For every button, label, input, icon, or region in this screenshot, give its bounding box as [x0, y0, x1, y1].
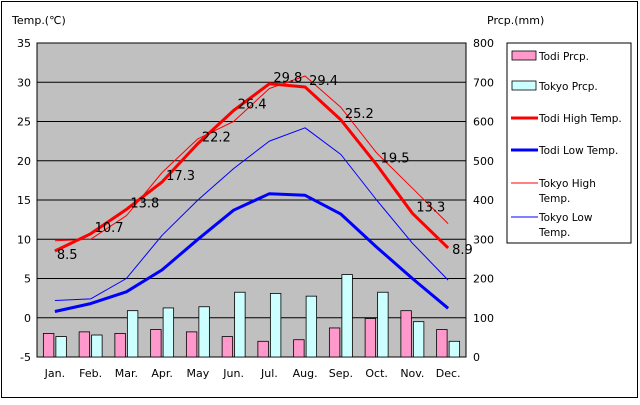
bar [448, 340, 461, 358]
right-tick-label: 0 [473, 351, 480, 364]
legend-swatch [511, 80, 537, 91]
legend-label: Todi Low Temp. [538, 145, 618, 157]
data-label: 8.9 [452, 243, 473, 258]
right-tick-label: 400 [473, 194, 494, 207]
left-tick-label: 30 [17, 76, 31, 89]
data-label: 13.8 [130, 196, 159, 211]
x-tick-label: Dec. [436, 367, 461, 380]
axes: 35 30 25 20 15 10 5 0 -5 800 700 600 500 400 300 200 100… [17, 37, 494, 380]
bar [114, 333, 126, 358]
bar [185, 331, 198, 358]
data-label: 13.3 [416, 200, 445, 215]
bar [377, 291, 389, 358]
x-tick-label: May [187, 367, 210, 380]
line-tokyo-low-temp [54, 127, 449, 301]
left-tick-label: 10 [17, 233, 31, 246]
legend-item: Todi High Temp. [511, 113, 622, 125]
right-tick-label: 200 [473, 273, 494, 286]
legend: Todi Prcp. Tokyo Prcp. Todi High Temp. Todi… [506, 42, 632, 244]
bar [269, 293, 282, 358]
bar-series-tokyo-prcp [55, 274, 461, 358]
bar [257, 340, 269, 358]
legend-label: Tokyo Prcp. [538, 81, 598, 93]
x-tick-label: Aug. [293, 367, 318, 380]
data-label: 29.4 [309, 74, 338, 89]
legend-label: Temp. [538, 193, 570, 205]
legend-item: Todi Low Temp. [511, 145, 618, 157]
x-tick-label: Apr. [151, 367, 173, 380]
legend-item: Tokyo Low Temp. [511, 212, 593, 239]
legend-swatch [511, 50, 537, 61]
data-label: 25.2 [345, 107, 374, 122]
bar [364, 318, 377, 358]
legend-label: Todi Prcp. [538, 51, 589, 63]
left-tick-label: 35 [17, 37, 31, 50]
bar [436, 329, 448, 358]
legend-label: Tokyo High [538, 178, 596, 190]
bar [150, 329, 162, 358]
legend-label: Tokyo Low [538, 212, 593, 224]
bar [412, 321, 425, 358]
data-label: 19.5 [381, 152, 410, 167]
bar [162, 307, 175, 358]
right-tick-label: 600 [473, 116, 494, 129]
legend-item: Tokyo High Temp. [511, 178, 596, 205]
x-tick-label: Jun. [222, 367, 244, 380]
bar [234, 291, 246, 358]
x-tick-label: Mar. [115, 367, 138, 380]
bar [293, 339, 305, 358]
data-labels: 8.5 10.7 13.8 17.3 22.2 26.4 29.8 29.4 25.2 19.5 1… [57, 71, 473, 263]
data-label: 17.3 [166, 169, 195, 184]
line-todi-low-temp [54, 192, 450, 313]
x-tick-label: Feb. [79, 367, 102, 380]
bar [221, 336, 234, 358]
bar [341, 274, 353, 358]
data-label: 29.8 [273, 71, 302, 86]
bar-series-todi-prcp [42, 310, 448, 358]
x-tick-label: Sep. [329, 367, 353, 380]
left-tick-label: 5 [24, 273, 31, 286]
bar [91, 334, 103, 358]
left-tick-label: 0 [24, 312, 31, 325]
line-tokyo-high-temp [54, 75, 449, 242]
x-tick-label: Oct. [365, 367, 388, 380]
line-todi-high-temp [54, 82, 450, 253]
bar [400, 310, 412, 358]
left-tick-label: 15 [17, 194, 31, 207]
right-tick-label: 700 [473, 76, 494, 89]
bar [328, 327, 341, 358]
right-axis-label: Prcp.(mm) [487, 14, 544, 27]
right-tick-label: 300 [473, 233, 494, 246]
legend-item: Tokyo Prcp. [511, 80, 598, 93]
x-tick-label: Nov. [400, 367, 424, 380]
data-label: 10.7 [95, 221, 124, 236]
left-tick-label: -5 [20, 351, 31, 364]
data-label: 22.2 [202, 130, 231, 145]
legend-item: Todi Prcp. [511, 50, 589, 63]
legend-box [506, 42, 632, 244]
right-tick-label: 500 [473, 155, 494, 168]
bar [305, 295, 318, 358]
legend-label: Temp. [538, 227, 570, 239]
right-tick-label: 100 [473, 312, 494, 325]
plot-area: 8.5 10.7 13.8 17.3 22.2 26.4 29.8 29.4 25.2 19.5 1… [36, 42, 473, 358]
left-axis-label: Temp.(℃) [11, 14, 66, 27]
bar [42, 333, 55, 358]
bar [126, 310, 139, 358]
data-label: 26.4 [238, 98, 267, 113]
left-tick-label: 25 [17, 116, 31, 129]
bar [198, 306, 210, 358]
left-tick-label: 20 [17, 155, 31, 168]
bar [55, 336, 67, 358]
x-tick-label: Jul. [260, 367, 278, 380]
right-tick-label: 800 [473, 37, 494, 50]
bar [78, 331, 91, 358]
data-label: 8.5 [57, 248, 78, 263]
x-tick-label: Jan. [44, 367, 65, 380]
legend-label: Todi High Temp. [538, 113, 622, 125]
